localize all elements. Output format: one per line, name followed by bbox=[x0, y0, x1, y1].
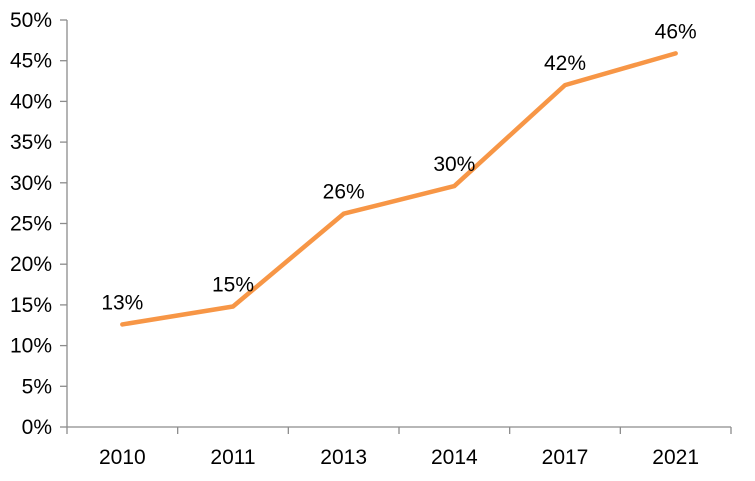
data-point-label: 13% bbox=[101, 291, 143, 314]
y-axis-tick-label: 50% bbox=[10, 9, 52, 32]
data-point-label: 26% bbox=[323, 181, 365, 204]
data-point-label: 30% bbox=[433, 153, 475, 176]
y-axis-tick-label: 15% bbox=[10, 294, 52, 317]
y-axis-tick-label: 25% bbox=[10, 213, 52, 236]
y-axis-tick-label: 10% bbox=[10, 335, 52, 358]
data-point-label: 15% bbox=[212, 274, 254, 297]
x-axis-tick-label: 2013 bbox=[320, 446, 367, 469]
x-axis-tick-label: 2017 bbox=[542, 446, 589, 469]
y-axis-tick-label: 45% bbox=[10, 50, 52, 73]
x-axis-tick-label: 2014 bbox=[431, 446, 478, 469]
data-series-line bbox=[120, 51, 678, 327]
y-axis-tick-label: 30% bbox=[10, 172, 52, 195]
x-axis-tick-label: 2021 bbox=[652, 446, 699, 469]
y-axis-tick-label: 20% bbox=[10, 253, 52, 276]
y-axis-tick-label: 0% bbox=[22, 416, 52, 439]
y-axis-tick-label: 5% bbox=[22, 375, 52, 398]
x-axis-tick-label: 2011 bbox=[210, 446, 255, 469]
y-axis-tick-label: 40% bbox=[10, 90, 52, 113]
data-point-label: 42% bbox=[544, 52, 586, 75]
x-axis-tick-label: 2010 bbox=[99, 446, 146, 469]
data-point-label: 46% bbox=[655, 20, 697, 43]
y-axis-tick-label: 35% bbox=[10, 131, 52, 154]
